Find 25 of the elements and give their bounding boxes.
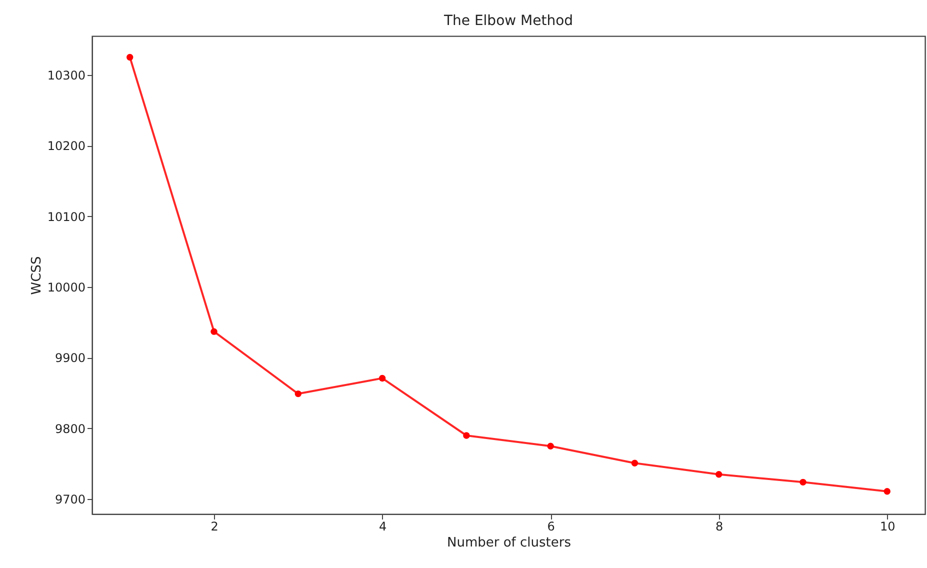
x-tick-label: 2 bbox=[210, 520, 218, 534]
y-tick-label: 10000 bbox=[47, 280, 86, 295]
y-tick-label: 10200 bbox=[47, 139, 86, 154]
point bbox=[800, 478, 806, 486]
y-tick-label: 9700 bbox=[54, 492, 86, 507]
point bbox=[210, 328, 218, 335]
point bbox=[547, 442, 554, 450]
point bbox=[463, 432, 470, 439]
point bbox=[294, 390, 302, 398]
point bbox=[884, 488, 890, 495]
y-axis-title: WCSS bbox=[29, 256, 44, 295]
y-tick-label: 9800 bbox=[54, 422, 86, 436]
x-axis-title: Number of clusters bbox=[446, 536, 572, 550]
x-tick-label: 10 bbox=[880, 520, 896, 534]
point bbox=[631, 460, 638, 466]
x-tick-label: 4 bbox=[378, 520, 387, 534]
y-tick-label: 10300 bbox=[47, 68, 86, 82]
y-tick-label: 9900 bbox=[54, 351, 86, 366]
y-tick-label: 10100 bbox=[47, 210, 86, 224]
point bbox=[716, 471, 722, 478]
x-tick-label: 8 bbox=[716, 520, 724, 534]
point bbox=[126, 54, 134, 61]
chart-title: The Elbow Method bbox=[442, 13, 574, 29]
point bbox=[378, 374, 386, 382]
x-tick-label: 6 bbox=[547, 520, 555, 534]
